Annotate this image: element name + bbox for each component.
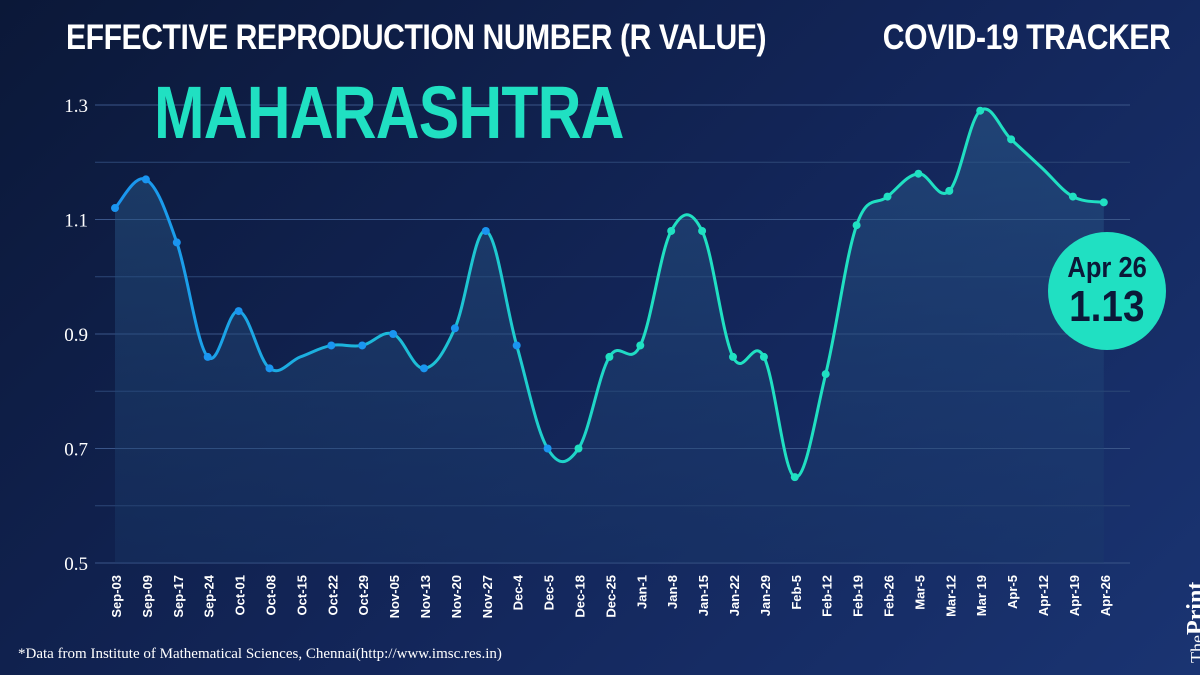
data-points: [111, 106, 1108, 482]
x-tick-label: Apr-12: [1036, 575, 1051, 616]
data-point: [111, 204, 119, 213]
data-point: [172, 238, 181, 247]
y-axis-ticks: 0.5 0.7 0.9 1.1 1.3: [64, 96, 88, 575]
data-point: [759, 352, 768, 361]
x-tick-label: Dec-25: [603, 575, 618, 618]
data-point: [389, 330, 398, 338]
x-tick-label: Sep-09: [140, 575, 155, 618]
data-point: [636, 341, 645, 350]
chart-title: EFFECTIVE REPRODUCTION NUMBER (R VALUE): [66, 18, 767, 57]
x-tick-label: Sep-17: [171, 575, 186, 618]
source-footnote: *Data from Institute of Mathematical Sci…: [18, 646, 502, 662]
data-point: [821, 370, 830, 379]
x-tick-label: Nov-05: [387, 575, 402, 618]
x-tick-label: Dec-18: [573, 575, 588, 618]
x-tick-label: Mar-5: [912, 575, 927, 610]
data-point: [698, 226, 707, 235]
x-tick-label: Sep-03: [109, 575, 124, 618]
data-point: [914, 169, 923, 178]
y-tick-label: 0.5: [64, 554, 88, 575]
badge-date: Apr 26: [1067, 252, 1147, 284]
x-tick-label: Nov-13: [418, 575, 433, 618]
x-tick-label: Feb-12: [820, 575, 835, 617]
data-point: [852, 221, 861, 230]
x-tick-label: Oct-22: [325, 575, 340, 615]
x-tick-label: Nov-27: [480, 575, 495, 618]
x-tick-label: Oct-08: [264, 575, 279, 615]
data-point: [976, 106, 985, 115]
data-point: [265, 364, 274, 373]
x-tick-label: Dec-4: [511, 574, 526, 610]
data-point: [667, 226, 676, 235]
brand-prefix: The: [1187, 635, 1200, 663]
latest-value-badge: Apr 26 1.13: [1048, 232, 1166, 350]
y-tick-label: 1.3: [64, 96, 88, 117]
data-point: [420, 364, 428, 373]
y-tick-label: 1.1: [64, 211, 88, 232]
x-tick-label: Oct-29: [356, 575, 371, 615]
x-tick-label: Jan-15: [696, 575, 711, 616]
y-tick-label: 0.9: [64, 325, 88, 346]
data-point: [883, 192, 892, 201]
brand-name: Print: [1183, 581, 1200, 636]
x-tick-label: Jan-29: [758, 575, 773, 616]
data-point: [234, 307, 243, 316]
x-tick-label: Jan-22: [727, 575, 742, 616]
data-point: [543, 444, 552, 453]
brand-logo: ThePrint: [1183, 582, 1200, 663]
data-point: [450, 324, 459, 333]
x-tick-label: Oct-01: [233, 575, 248, 615]
data-point: [203, 352, 212, 361]
x-tick-label: Apr-5: [1005, 575, 1020, 609]
x-tick-label: Oct-15: [294, 575, 309, 615]
data-point: [1007, 135, 1016, 144]
data-point: [605, 352, 614, 361]
x-tick-label: Mar-12: [943, 575, 958, 617]
badge-value: 1.13: [1069, 282, 1145, 331]
x-tick-label: Jan-1: [634, 575, 649, 609]
data-point: [358, 341, 367, 350]
x-tick-label: Feb-26: [882, 575, 897, 617]
data-point: [945, 186, 954, 195]
x-tick-label: Sep-24: [202, 574, 217, 617]
data-point: [481, 226, 490, 235]
data-point: [1099, 198, 1108, 207]
y-tick-label: 0.7: [64, 440, 88, 461]
x-tick-label: Jan-8: [665, 575, 680, 609]
data-point: [327, 341, 336, 350]
x-tick-label: Feb-5: [789, 575, 804, 610]
tracker-label: COVID-19 TRACKER: [882, 18, 1171, 57]
x-tick-label: Nov-20: [449, 575, 464, 618]
state-name: MAHARASHTRA: [154, 71, 624, 154]
data-point: [512, 341, 521, 350]
x-tick-label: Feb-19: [851, 575, 866, 617]
data-point: [729, 352, 737, 361]
data-point: [574, 444, 583, 453]
area-fill: [115, 108, 1104, 563]
data-point: [1068, 192, 1077, 201]
x-tick-label: Mar 19: [974, 575, 989, 616]
x-tick-label: Dec-5: [542, 575, 557, 610]
x-axis-ticks: Sep-03 Sep-09 Sep-17 Sep-24 Oct-01 Oct-08 Oct-…: [109, 574, 1113, 618]
x-tick-label: Apr-19: [1067, 575, 1082, 616]
x-tick-label: Apr-26: [1098, 575, 1113, 616]
data-point: [141, 175, 150, 184]
data-point: [790, 473, 799, 482]
